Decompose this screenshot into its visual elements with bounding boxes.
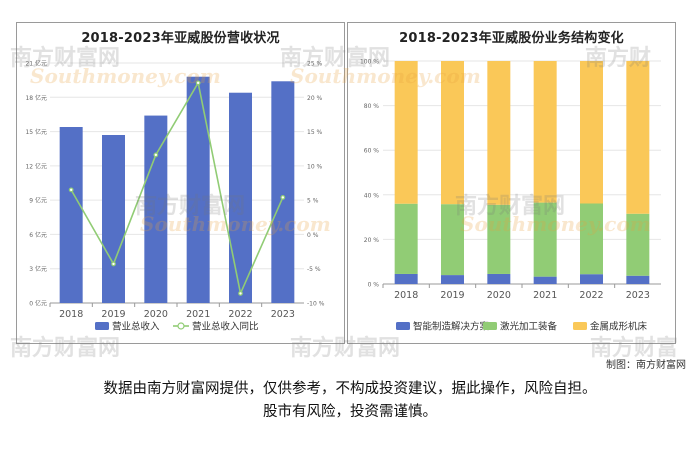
revenue-bar (186, 76, 210, 303)
segment-bar (394, 203, 418, 274)
y-tick-label: 0 % (368, 282, 380, 289)
segment-bar (533, 276, 557, 284)
x-tick-label: 2018 (394, 290, 418, 301)
y-right-tick-label: 0 % (307, 232, 319, 239)
structure-chart-svg: 0 % 20 % 40 % 60 % 80 % 100 % 2018 2019 2020 2021… (360, 59, 661, 333)
y-right-tick-label: -10 % (307, 301, 325, 308)
segment-bar (487, 273, 511, 284)
revenue-bar (271, 81, 295, 304)
revenue-bar (229, 92, 252, 303)
y-right-tick-label: 10 % (307, 163, 323, 170)
y-left-tick-label: 21 亿元 (25, 60, 47, 68)
y-left-tick-label: 6 亿元 (29, 231, 47, 239)
disclaimer-line-1: 数据由南方财富网提供，仅供参考，不构成投资建议，据此操作，风险自担。 (103, 381, 597, 397)
segment-bar (441, 204, 464, 276)
segment-bar (626, 61, 650, 214)
legend-label-yoy: 营业总收入同比 (192, 321, 259, 333)
segment-bar (626, 275, 650, 284)
structure-chart-title: 2018-2023年亚威股份业务结构变化 (399, 31, 624, 46)
yoy-growth-point (280, 194, 286, 200)
segment-bar (533, 202, 557, 277)
y-left-tick-label: 9 亿元 (29, 197, 47, 205)
yoy-growth-line (70, 80, 284, 297)
legend-label: 智能制造解决方案 (413, 321, 490, 333)
x-tick-label: 2019 (440, 290, 464, 301)
segment-bar (626, 213, 650, 276)
x-tick-label: 2020 (144, 309, 168, 320)
y-right-tick-label: 25 % (307, 61, 323, 68)
segment-bar (580, 274, 603, 284)
y-left-tick-label: 12 亿元 (25, 162, 47, 170)
segment-bar (487, 61, 511, 205)
segment-bar (487, 204, 511, 274)
yoy-growth-point (195, 80, 201, 86)
y-tick-label: 80 % (364, 103, 380, 110)
x-tick-label: 2018 (59, 309, 83, 320)
segment-bar (441, 275, 464, 284)
legend-swatch-yoy-marker (177, 322, 185, 330)
segment-bar (580, 61, 603, 204)
legend-swatch (483, 322, 497, 330)
y-right-tick-label: 5 % (307, 198, 319, 205)
legend-label: 激光加工装备 (500, 321, 558, 333)
yoy-growth-point (68, 187, 74, 193)
revenue-bar (59, 127, 83, 303)
segment-bar (441, 61, 464, 205)
chart-credit: 制图：南方财富网 (606, 360, 686, 371)
revenue-chart-title: 2018-2023年亚威股份营收状况 (81, 31, 280, 46)
x-tick-label: 2020 (487, 290, 511, 301)
segment-bar (533, 61, 557, 203)
legend-swatch-revenue (95, 322, 109, 330)
revenue-bar (144, 115, 168, 303)
y-tick-label: 60 % (364, 148, 380, 155)
x-tick-label: 2022 (579, 290, 603, 301)
x-tick-label: 2021 (533, 290, 557, 301)
structure-chart-panel: 2018-2023年亚威股份业务结构变化 0 % 20 % 40 % 60 % 80 %… (347, 22, 676, 344)
segment-bar (394, 61, 418, 204)
revenue-bar (102, 135, 125, 303)
x-tick-label: 2022 (228, 309, 252, 320)
y-tick-label: 40 % (364, 192, 380, 199)
segment-bar (580, 203, 603, 275)
legend-label: 金属成形机床 (590, 321, 648, 333)
disclaimer-line-2: 股市有风险，投资需谨慎。 (263, 404, 437, 420)
y-tick-label: 100 % (360, 59, 379, 66)
y-left-tick-label: 15 亿元 (25, 128, 47, 136)
legend-swatch (396, 322, 410, 330)
y-tick-label: 20 % (364, 237, 380, 244)
x-tick-label: 2023 (271, 309, 295, 320)
x-tick-label: 2019 (101, 309, 125, 320)
y-right-tick-label: 20 % (307, 95, 323, 102)
y-left-tick-label: 3 亿元 (29, 265, 47, 273)
yoy-growth-point (111, 261, 116, 267)
x-tick-label: 2021 (186, 309, 210, 320)
yoy-growth-point (153, 152, 159, 158)
y-right-tick-label: -5 % (307, 266, 321, 273)
y-left-tick-label: 0 亿元 (29, 300, 47, 308)
legend-swatch (573, 322, 587, 330)
legend-label-revenue: 营业总收入 (112, 321, 160, 333)
y-left-tick-label: 18 亿元 (25, 94, 47, 102)
yoy-growth-point (238, 291, 243, 296)
y-right-tick-label: 15 % (307, 129, 323, 136)
revenue-chart-svg: 0 亿元 3 亿元 6 亿元 9 亿元 12 亿元 15 亿元 18 亿元 21 亿元 -10 … (25, 60, 325, 333)
x-tick-label: 2023 (626, 290, 650, 301)
revenue-chart-panel: 2018-2023年亚威股份营收状况 0 亿元 3 亿元 6 亿元 9 亿元 12 亿元… (16, 22, 345, 344)
segment-bar (394, 273, 418, 284)
